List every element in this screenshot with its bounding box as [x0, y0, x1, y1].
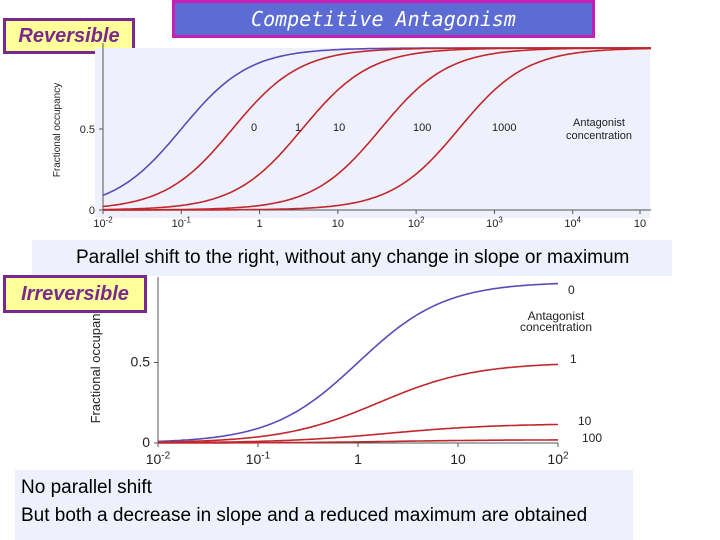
- x-tick-label: 10-1: [246, 450, 271, 467]
- caption-reversible: Parallel shift to the right, without any…: [32, 240, 672, 276]
- y-axis-label: Fractional occupancy: [88, 300, 103, 423]
- series-label: 1: [295, 122, 301, 134]
- legend-title: concentration: [566, 130, 632, 142]
- legend-title: Antagonist: [528, 309, 585, 323]
- series-label: 100: [582, 431, 602, 445]
- series-label: 1: [570, 352, 577, 366]
- caption-irreversible: No parallel shift But both a decrease in…: [15, 470, 633, 540]
- x-tick-label: 10: [450, 451, 466, 467]
- y-tick-label: 0: [142, 434, 150, 450]
- irreversible-label: Irreversible: [3, 275, 147, 313]
- top-chart-background: [95, 48, 650, 218]
- curve-antagonist-100: [158, 439, 558, 444]
- series-label: 100: [413, 122, 431, 134]
- caption-irreversible-line2: But both a decrease in slope and a reduc…: [21, 505, 588, 526]
- curve-antagonist-1: [157, 363, 559, 443]
- series-label: 10: [333, 122, 345, 134]
- caption-irreversible-line1: No parallel shift: [21, 477, 152, 498]
- slide-title: Competitive Antagonism: [172, 0, 595, 38]
- x-tick-label: 1: [354, 451, 362, 467]
- y-tick-label: 0.5: [80, 124, 95, 136]
- legend-title: Antagonist: [573, 117, 625, 129]
- curve-antagonist-0: [157, 282, 559, 443]
- y-axis-label: Fractional occupancy: [52, 83, 63, 178]
- series-label: 0: [251, 122, 257, 134]
- x-tick-label: 1: [257, 218, 263, 230]
- x-tick-label: 10: [634, 218, 646, 230]
- legend-title: concentration: [520, 320, 592, 334]
- x-tick-label: 102: [547, 450, 569, 467]
- series-label: 1000: [492, 122, 516, 134]
- reversible-label: Reversible: [3, 18, 135, 54]
- curve-antagonist-1000: [103, 47, 651, 211]
- series-label: 0: [568, 283, 575, 297]
- x-tick-label: 10-2: [146, 450, 171, 467]
- y-tick-label: 0.5: [131, 354, 151, 370]
- x-tick-label: 10: [332, 218, 344, 230]
- series-label: 10: [578, 414, 592, 428]
- y-tick-label: 0: [89, 205, 95, 217]
